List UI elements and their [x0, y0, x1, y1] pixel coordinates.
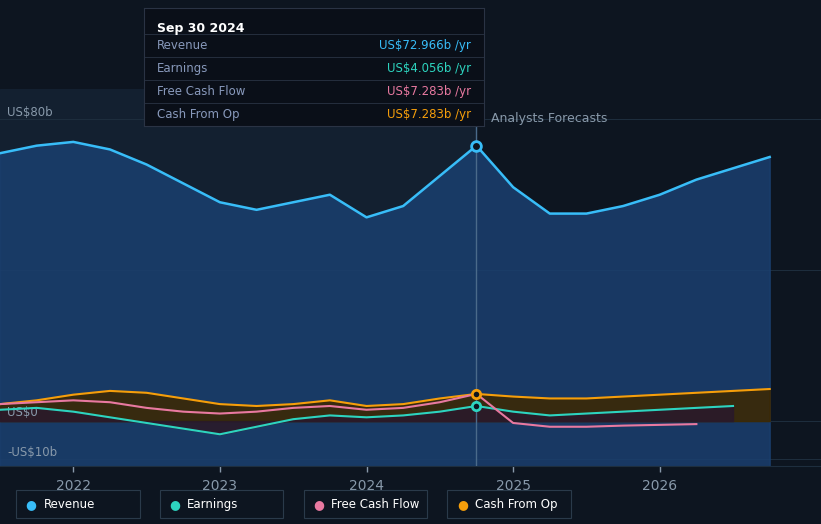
Text: Revenue: Revenue — [158, 39, 209, 52]
Text: Cash From Op: Cash From Op — [158, 108, 240, 121]
Text: Earnings: Earnings — [158, 62, 209, 75]
Text: Free Cash Flow: Free Cash Flow — [331, 498, 420, 510]
Text: US$4.056b /yr: US$4.056b /yr — [387, 62, 470, 75]
Text: Cash From Op: Cash From Op — [475, 498, 557, 510]
Text: ●: ● — [313, 498, 324, 510]
Text: Analysts Forecasts: Analysts Forecasts — [491, 112, 608, 125]
Text: Revenue: Revenue — [44, 498, 95, 510]
Text: Past: Past — [443, 112, 469, 125]
Text: -US$10b: -US$10b — [7, 446, 57, 459]
Text: ●: ● — [169, 498, 181, 510]
Bar — [0, 89, 476, 466]
Text: US$72.966b /yr: US$72.966b /yr — [378, 39, 470, 52]
Text: ●: ● — [25, 498, 37, 510]
Text: Free Cash Flow: Free Cash Flow — [158, 85, 245, 98]
Text: Sep 30 2024: Sep 30 2024 — [158, 22, 245, 35]
Text: US$80b: US$80b — [7, 106, 53, 119]
Text: US$7.283b /yr: US$7.283b /yr — [387, 85, 470, 98]
Text: US$0: US$0 — [7, 406, 38, 419]
Text: Earnings: Earnings — [187, 498, 239, 510]
Text: ●: ● — [456, 498, 468, 510]
Text: US$7.283b /yr: US$7.283b /yr — [387, 108, 470, 121]
